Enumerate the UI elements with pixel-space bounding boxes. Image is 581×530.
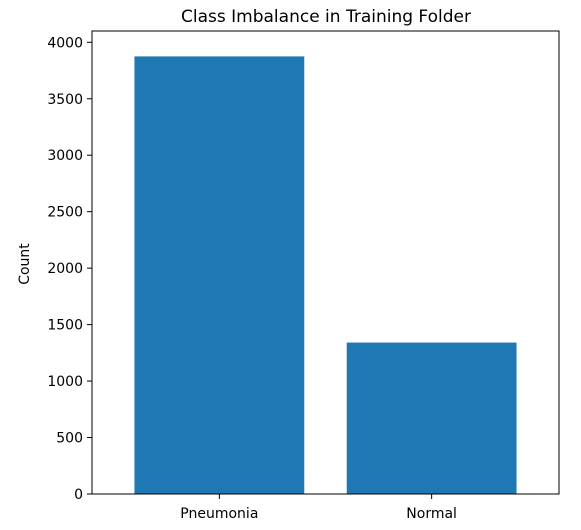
y-tick-label: 500 <box>56 431 83 447</box>
y-tick-label: 3500 <box>47 92 83 108</box>
bar-pneumonia <box>134 56 304 494</box>
x-tick-label: Normal <box>406 506 457 522</box>
y-tick-label: 3000 <box>47 148 83 164</box>
bar-normal <box>347 343 517 494</box>
y-axis-label: Count <box>17 243 33 285</box>
x-tick-label: Pneumonia <box>180 506 258 522</box>
y-tick-label: 1500 <box>47 318 83 334</box>
y-tick-label: 4000 <box>47 35 83 51</box>
y-axis-ticks: 0 500 1000 1500 2000 2500 3000 3500 4000 <box>47 35 92 503</box>
y-tick-label: 2500 <box>47 205 83 221</box>
y-tick-label: 0 <box>74 487 83 503</box>
y-tick-label: 1000 <box>47 374 83 390</box>
y-tick-label: 2000 <box>47 261 83 277</box>
chart-title: Class Imbalance in Training Folder <box>181 7 471 27</box>
bars-group <box>134 56 516 494</box>
x-axis-ticks: Pneumonia Normal <box>180 494 457 522</box>
